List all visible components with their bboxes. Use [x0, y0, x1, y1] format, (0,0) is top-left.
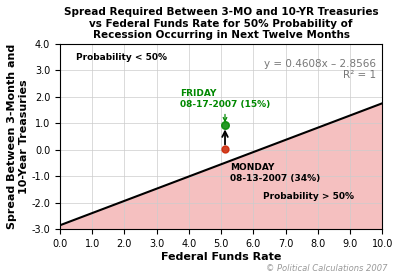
Text: Probability < 50%: Probability < 50% — [76, 53, 167, 62]
Text: FRIDAY
08-17-2007 (15%): FRIDAY 08-17-2007 (15%) — [180, 89, 270, 121]
Title: Spread Required Between 3-MO and 10-YR Treasuries
vs Federal Funds Rate for 50% : Spread Required Between 3-MO and 10-YR T… — [64, 7, 378, 40]
X-axis label: Federal Funds Rate: Federal Funds Rate — [161, 252, 281, 262]
Text: Probability > 50%: Probability > 50% — [263, 192, 354, 201]
Y-axis label: Spread Between 3-Month and
10-Year Treasuries: Spread Between 3-Month and 10-Year Treas… — [7, 44, 28, 229]
Text: © Political Calculations 2007: © Political Calculations 2007 — [266, 264, 388, 273]
Text: MONDAY
08-13-2007 (34%): MONDAY 08-13-2007 (34%) — [230, 163, 320, 183]
Text: y = 0.4608x – 2.8566
R² = 1: y = 0.4608x – 2.8566 R² = 1 — [264, 59, 376, 80]
